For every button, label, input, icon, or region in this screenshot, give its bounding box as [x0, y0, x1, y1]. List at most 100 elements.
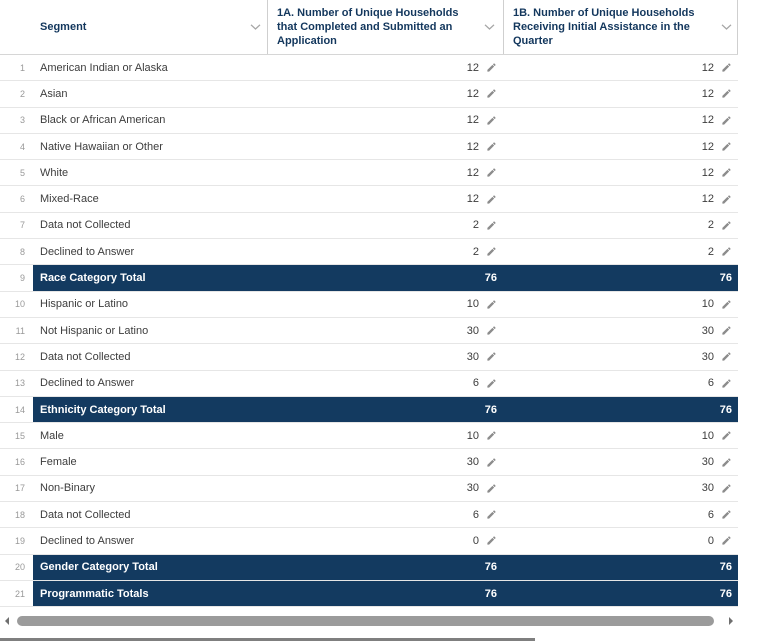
column-header-segment[interactable]: Segment — [33, 0, 267, 54]
edit-pencil-icon[interactable] — [486, 88, 497, 99]
edit-pencil-icon[interactable] — [486, 378, 497, 389]
column-header-1b[interactable]: 1B. Number of Unique Households Receivin… — [503, 0, 738, 54]
value-cell-1a[interactable]: 6 — [267, 371, 503, 396]
column-header-1a[interactable]: 1A. Number of Unique Households that Com… — [267, 0, 503, 54]
edit-pencil-icon[interactable] — [721, 378, 732, 389]
value-cell-1a[interactable]: 10 — [267, 292, 503, 317]
value-cell-1a[interactable]: 30 — [267, 318, 503, 343]
edit-pencil-icon[interactable] — [486, 483, 497, 494]
edit-pencil-icon[interactable] — [721, 194, 732, 205]
value-cell-1b[interactable]: 0 — [503, 528, 738, 553]
value-cell-1b[interactable]: 10 — [503, 423, 738, 448]
value-cell-1a[interactable]: 76 — [267, 265, 503, 290]
value-cell-1b[interactable]: 12 — [503, 81, 738, 106]
edit-pencil-icon[interactable] — [486, 325, 497, 336]
value-cell-1b[interactable]: 6 — [503, 502, 738, 527]
value-cell-1a[interactable]: 30 — [267, 344, 503, 369]
value-cell-1b[interactable]: 6 — [503, 371, 738, 396]
value-cell-1b[interactable]: 30 — [503, 449, 738, 474]
scroll-left-arrow-icon[interactable] — [5, 617, 9, 625]
value-cell-1b[interactable]: 2 — [503, 213, 738, 238]
table-row: 10 Hispanic or Latino 10 10 — [0, 291, 738, 318]
edit-pencil-icon[interactable] — [486, 115, 497, 126]
value-cell-1a[interactable]: 6 — [267, 502, 503, 527]
value-cell-1a[interactable]: 0 — [267, 528, 503, 553]
value-cell-1b[interactable]: 76 — [503, 581, 738, 606]
value-cell-1a[interactable]: 12 — [267, 55, 503, 80]
edit-pencil-icon[interactable] — [721, 115, 732, 126]
edit-pencil-icon[interactable] — [721, 509, 732, 520]
value-cell-1b[interactable]: 30 — [503, 318, 738, 343]
value-cell-1b[interactable]: 30 — [503, 344, 738, 369]
edit-pencil-icon[interactable] — [486, 167, 497, 178]
column-header-1b-label: 1B. Number of Unique Households Receivin… — [513, 6, 695, 48]
value-cell-1a[interactable]: 76 — [267, 581, 503, 606]
value-cell-1b[interactable]: 10 — [503, 292, 738, 317]
value-1b: 76 — [719, 561, 732, 574]
chevron-down-icon[interactable] — [484, 24, 495, 30]
edit-pencil-icon[interactable] — [721, 167, 732, 178]
value-cell-1b[interactable]: 76 — [503, 265, 738, 290]
chevron-down-icon[interactable] — [721, 24, 732, 30]
row-number: 10 — [0, 291, 33, 317]
value-1b: 2 — [707, 219, 714, 232]
value-cell-1a[interactable]: 30 — [267, 476, 503, 501]
value-cell-1b[interactable]: 12 — [503, 160, 738, 185]
edit-pencil-icon[interactable] — [721, 220, 732, 231]
chevron-down-icon[interactable] — [250, 24, 261, 30]
edit-pencil-icon[interactable] — [721, 535, 732, 546]
edit-pencil-icon[interactable] — [486, 351, 497, 362]
value-cell-1a[interactable]: 30 — [267, 449, 503, 474]
segment-cell: Male — [40, 429, 64, 442]
value-cell-1a[interactable]: 76 — [267, 555, 503, 580]
edit-pencil-icon[interactable] — [486, 457, 497, 468]
table-row: 7 Data not Collected 2 2 — [0, 212, 738, 240]
value-cell-1a[interactable]: 2 — [267, 213, 503, 238]
value-cell-1a[interactable]: 12 — [267, 134, 503, 159]
value-cell-1a[interactable]: 2 — [267, 239, 503, 264]
value-cell-1b[interactable]: 30 — [503, 476, 738, 501]
value-cell-1a[interactable]: 12 — [267, 186, 503, 211]
value-1a: 12 — [466, 87, 479, 100]
value-1b: 12 — [701, 61, 714, 74]
edit-pencil-icon[interactable] — [486, 246, 497, 257]
value-cell-1b[interactable]: 12 — [503, 55, 738, 80]
value-1a: 12 — [466, 61, 479, 74]
edit-pencil-icon[interactable] — [486, 194, 497, 205]
edit-pencil-icon[interactable] — [486, 299, 497, 310]
value-cell-1b[interactable]: 76 — [503, 555, 738, 580]
edit-pencil-icon[interactable] — [721, 88, 732, 99]
edit-pencil-icon[interactable] — [721, 351, 732, 362]
scroll-right-arrow-icon[interactable] — [729, 617, 733, 625]
row-number: 6 — [0, 186, 33, 212]
edit-pencil-icon[interactable] — [721, 246, 732, 257]
value-cell-1a[interactable]: 76 — [267, 397, 503, 422]
edit-pencil-icon[interactable] — [486, 535, 497, 546]
edit-pencil-icon[interactable] — [721, 325, 732, 336]
value-cell-1a[interactable]: 10 — [267, 423, 503, 448]
table-row: 13 Declined to Answer 6 6 — [0, 370, 738, 397]
scrollbar-thumb[interactable] — [17, 616, 714, 626]
value-cell-1a[interactable]: 12 — [267, 160, 503, 185]
edit-pencil-icon[interactable] — [486, 220, 497, 231]
value-cell-1b[interactable]: 2 — [503, 239, 738, 264]
edit-pencil-icon[interactable] — [486, 509, 497, 520]
edit-pencil-icon[interactable] — [486, 141, 497, 152]
edit-pencil-icon[interactable] — [721, 141, 732, 152]
value-cell-1a[interactable]: 12 — [267, 108, 503, 133]
edit-pencil-icon[interactable] — [721, 62, 732, 73]
value-cell-1b[interactable]: 12 — [503, 186, 738, 211]
value-cell-1b[interactable]: 12 — [503, 108, 738, 133]
edit-pencil-icon[interactable] — [721, 483, 732, 494]
edit-pencil-icon[interactable] — [486, 62, 497, 73]
row-number: 20 — [0, 554, 33, 580]
value-cell-1a[interactable]: 12 — [267, 81, 503, 106]
edit-pencil-icon[interactable] — [721, 457, 732, 468]
edit-pencil-icon[interactable] — [721, 299, 732, 310]
value-cell-1b[interactable]: 12 — [503, 134, 738, 159]
edit-pencil-icon[interactable] — [486, 430, 497, 441]
value-cell-1b[interactable]: 76 — [503, 397, 738, 422]
horizontal-scrollbar[interactable] — [0, 614, 738, 628]
row-number: 21 — [0, 580, 33, 607]
edit-pencil-icon[interactable] — [721, 430, 732, 441]
